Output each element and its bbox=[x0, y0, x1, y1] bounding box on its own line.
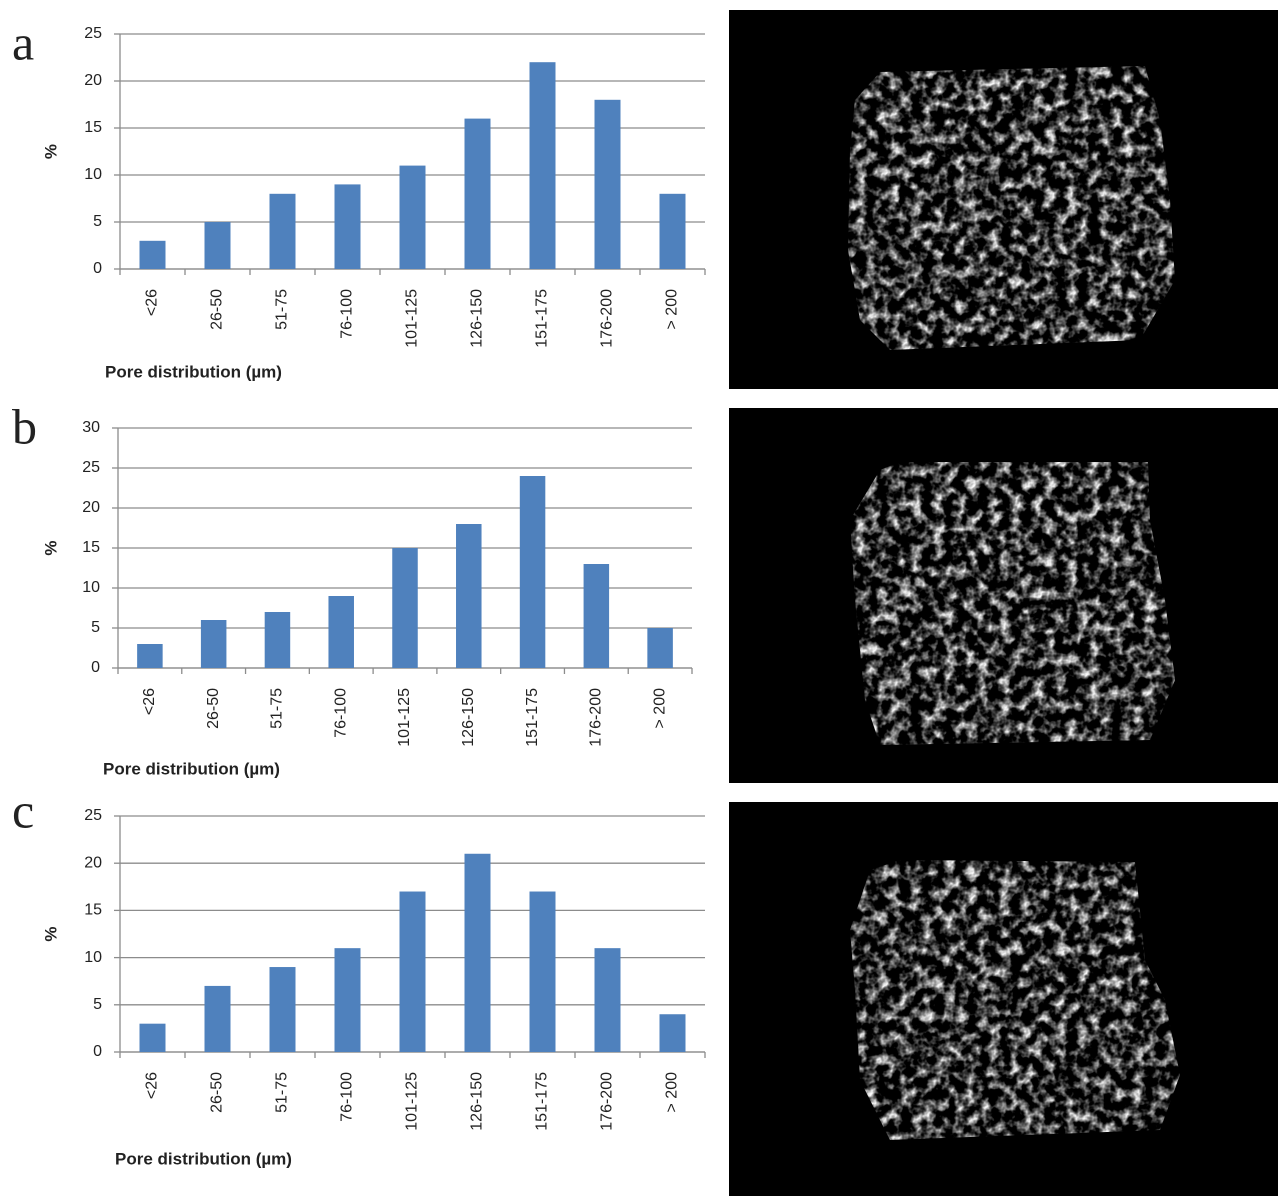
x-tick-label: 101-125 bbox=[396, 688, 413, 747]
x-tick-label: 151-175 bbox=[534, 1072, 551, 1131]
bar bbox=[139, 1023, 166, 1052]
x-tick-label: 51-75 bbox=[269, 688, 286, 729]
bar bbox=[594, 99, 621, 269]
y-tick-label: 10 bbox=[82, 579, 100, 596]
bar bbox=[399, 165, 426, 269]
bar bbox=[204, 222, 231, 269]
bar bbox=[594, 948, 621, 1052]
y-axis-label: % bbox=[41, 926, 60, 941]
bar bbox=[334, 948, 361, 1052]
x-tick-label: > 200 bbox=[664, 289, 681, 330]
y-tick-label: 30 bbox=[82, 419, 100, 436]
y-tick-label: 0 bbox=[93, 260, 102, 277]
y-tick-label: 5 bbox=[93, 213, 102, 230]
y-tick-label: 15 bbox=[84, 119, 102, 136]
x-tick-label: 51-75 bbox=[274, 289, 291, 330]
y-tick-label: 25 bbox=[84, 25, 102, 42]
panel-label: a bbox=[12, 14, 34, 70]
x-tick-label: <26 bbox=[144, 289, 161, 316]
y-tick-label: 25 bbox=[82, 459, 100, 476]
x-tick-label: 151-175 bbox=[524, 688, 541, 747]
bar bbox=[328, 596, 354, 668]
bar bbox=[659, 193, 686, 269]
x-tick-label: 126-150 bbox=[460, 688, 477, 747]
bar bbox=[139, 240, 166, 269]
x-tick-label: 126-150 bbox=[469, 1072, 486, 1131]
y-tick-label: 5 bbox=[93, 996, 102, 1013]
x-tick-label: 176-200 bbox=[588, 688, 605, 747]
y-tick-label: 25 bbox=[84, 807, 102, 824]
bar bbox=[456, 524, 482, 668]
scan-image bbox=[729, 802, 1278, 1196]
y-tick-label: 20 bbox=[84, 854, 102, 871]
y-tick-label: 20 bbox=[84, 72, 102, 89]
bar bbox=[392, 548, 418, 668]
bar bbox=[529, 62, 556, 270]
x-tick-label: 26-50 bbox=[209, 1072, 226, 1113]
x-tick-label: 101-125 bbox=[404, 289, 421, 348]
y-tick-label: 10 bbox=[84, 949, 102, 966]
x-tick-label: 51-75 bbox=[274, 1072, 291, 1113]
x-tick-label: 76-100 bbox=[332, 688, 349, 738]
scan-image bbox=[729, 408, 1278, 783]
x-tick-label: 176-200 bbox=[599, 1072, 616, 1131]
scan-image bbox=[729, 10, 1278, 389]
bar bbox=[269, 967, 296, 1052]
x-tick-label: 26-50 bbox=[205, 688, 222, 729]
x-axis-label: Pore distribution (µm) bbox=[103, 759, 280, 778]
bar bbox=[464, 118, 491, 269]
x-tick-label: 76-100 bbox=[339, 1072, 356, 1122]
bar bbox=[269, 193, 296, 269]
y-tick-label: 0 bbox=[93, 1043, 102, 1060]
x-tick-label: <26 bbox=[144, 1072, 161, 1099]
panel-label: b bbox=[12, 398, 37, 454]
bar bbox=[659, 1014, 686, 1052]
bar bbox=[583, 564, 610, 668]
y-tick-label: 10 bbox=[84, 166, 102, 183]
y-axis-label: % bbox=[41, 540, 60, 555]
x-axis-label: Pore distribution (µm) bbox=[105, 362, 282, 381]
x-tick-label: 26-50 bbox=[209, 289, 226, 330]
x-axis-label: Pore distribution (µm) bbox=[115, 1149, 292, 1168]
bar bbox=[464, 853, 491, 1052]
bar bbox=[264, 612, 291, 668]
y-tick-label: 15 bbox=[84, 902, 102, 919]
x-tick-label: 126-150 bbox=[469, 289, 486, 348]
x-tick-label: 101-125 bbox=[404, 1072, 421, 1131]
y-tick-label: 15 bbox=[82, 539, 100, 556]
bar bbox=[334, 184, 361, 269]
y-tick-label: 5 bbox=[91, 619, 100, 636]
x-tick-label: 151-175 bbox=[534, 289, 551, 348]
x-tick-label: 76-100 bbox=[339, 289, 356, 339]
y-axis-label: % bbox=[41, 144, 60, 159]
x-tick-label: <26 bbox=[141, 688, 158, 715]
bar bbox=[519, 476, 546, 668]
bar bbox=[647, 628, 673, 668]
x-tick-label: > 200 bbox=[664, 1072, 681, 1113]
y-tick-label: 20 bbox=[82, 499, 100, 516]
bar bbox=[204, 985, 231, 1052]
bar bbox=[529, 891, 556, 1052]
panel-label: c bbox=[12, 782, 34, 838]
x-tick-label: > 200 bbox=[651, 688, 668, 729]
bar bbox=[137, 644, 163, 668]
bar bbox=[399, 891, 426, 1052]
y-tick-label: 0 bbox=[91, 659, 100, 676]
x-tick-label: 176-200 bbox=[599, 289, 616, 348]
bar bbox=[200, 620, 227, 668]
